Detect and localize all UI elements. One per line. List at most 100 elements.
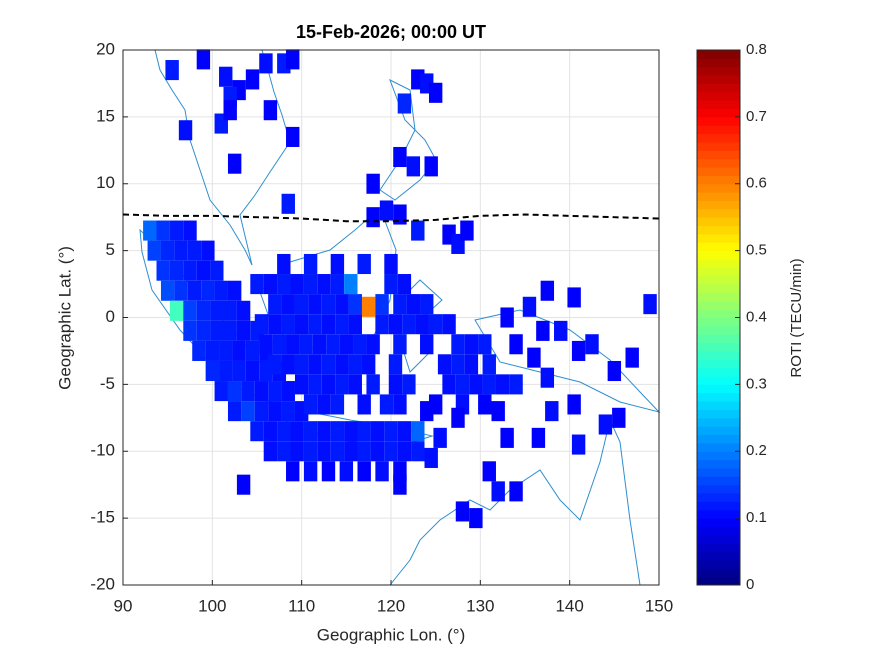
roti-cell (259, 53, 273, 74)
colorbar-step (697, 150, 740, 160)
roti-cell (442, 374, 456, 395)
roti-cell (227, 401, 242, 422)
colorbar-step (697, 167, 740, 176)
colorbar-step (697, 192, 740, 201)
roti-cell (522, 296, 537, 317)
roti-cell (384, 421, 398, 442)
roti-cell (393, 294, 407, 315)
roti-cell (464, 334, 479, 355)
colorbar-step (697, 292, 740, 302)
roti-cell (183, 260, 197, 281)
roti-cell (281, 193, 295, 214)
roti-cell (460, 220, 474, 241)
roti-cell (344, 274, 358, 295)
roti-cell (272, 334, 287, 355)
roti-cell (491, 401, 505, 422)
colorbar-step (697, 501, 740, 511)
roti-cell (277, 274, 291, 295)
roti-cell (227, 381, 242, 402)
roti-cell (348, 354, 362, 375)
roti-cell (357, 461, 371, 482)
roti-cell (433, 427, 447, 448)
roti-cell (531, 427, 546, 448)
roti-cell (478, 334, 492, 355)
colorbar-step (697, 317, 740, 327)
roti-cell (643, 294, 657, 315)
roti-cell (527, 347, 541, 368)
roti-cell (263, 274, 278, 295)
roti-cell (464, 354, 479, 375)
roti-cell (420, 401, 434, 422)
roti-cell (250, 421, 264, 442)
roti-cell (482, 374, 496, 395)
colorbar-label: ROTI (TECU/min) (788, 258, 805, 377)
roti-cell (357, 421, 371, 442)
roti-cell (286, 49, 300, 70)
roti-cell (205, 360, 220, 382)
colorbar-step (697, 217, 740, 227)
roti-cell (160, 280, 175, 301)
y-tick-label: -5 (100, 374, 115, 393)
roti-cell (607, 360, 622, 382)
roti-cell (491, 481, 505, 502)
roti-cell (245, 360, 260, 382)
roti-cell (196, 49, 211, 70)
roti-cell (411, 220, 425, 241)
roti-cell (509, 481, 523, 502)
colorbar-step (697, 284, 740, 293)
roti-cell (254, 314, 269, 335)
roti-cell (277, 441, 291, 462)
roti-cell (156, 220, 170, 241)
colorbar-step (697, 576, 740, 586)
colorbar-step (697, 200, 740, 210)
roti-cell (294, 354, 309, 375)
roti-cell (375, 294, 389, 315)
roti-cell (366, 334, 380, 355)
roti-cell (411, 441, 425, 462)
colorbar-step (697, 568, 740, 578)
roti-cell (571, 340, 586, 361)
colorbar-step (697, 183, 740, 193)
roti-cell (317, 394, 331, 415)
roti-cell (469, 374, 483, 395)
roti-cell (219, 340, 233, 361)
roti-cell (312, 334, 327, 355)
roti-cell (545, 401, 559, 422)
roti-cell (393, 334, 407, 355)
colorbar-step (697, 233, 740, 243)
roti-cell (482, 461, 496, 482)
roti-cell (567, 287, 581, 308)
y-tick-label: 20 (96, 39, 115, 58)
roti-cell (567, 394, 581, 415)
roti-cell (214, 280, 228, 301)
y-tick-label: 0 (106, 307, 115, 326)
x-tick-label: 120 (377, 596, 405, 615)
roti-cell (388, 354, 403, 375)
roti-cell (205, 340, 220, 361)
roti-cell (303, 394, 318, 415)
colorbar-step (697, 275, 740, 285)
roti-cell (196, 260, 211, 281)
colorbar-step (697, 258, 740, 268)
roti-cell (223, 100, 237, 121)
roti-cell (303, 253, 318, 275)
colorbar-tick-label: 0.3 (746, 375, 767, 392)
roti-cell (281, 381, 295, 402)
roti-cell (254, 401, 269, 422)
colorbar-step (697, 175, 740, 185)
roti-cell (174, 240, 188, 261)
roti-cell (326, 334, 340, 355)
roti-cell (308, 294, 322, 315)
roti-cell (455, 374, 470, 395)
roti-cell (210, 320, 224, 341)
roti-cell (321, 354, 336, 375)
roti-cell (366, 173, 380, 194)
chart-title: 15-Feb-2026; 00:00 UT (296, 22, 486, 42)
roti-cell (294, 374, 309, 395)
roti-cell (402, 314, 416, 335)
roti-cell (232, 360, 246, 382)
colorbar-step (697, 476, 740, 486)
roti-cell (361, 354, 376, 375)
roti-cell (428, 82, 443, 103)
roti-cell (397, 421, 412, 442)
